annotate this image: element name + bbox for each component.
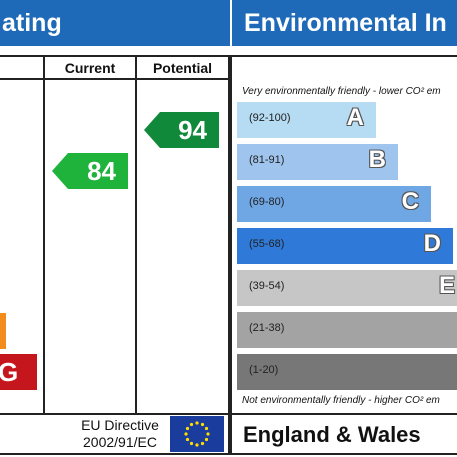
env-band-range: (21-38) <box>249 322 285 334</box>
left-band-f <box>0 313 6 349</box>
left-top-border <box>0 55 230 57</box>
env-band-1: (81-91) B <box>237 144 398 180</box>
env-band-letter: C <box>401 188 419 215</box>
right-left-border <box>230 55 232 455</box>
eu-directive-line1: EU Directive <box>81 417 159 433</box>
env-band-0: (92-100) A <box>237 102 376 138</box>
right-top-border <box>230 55 457 57</box>
current-rating-value: 84 <box>87 156 116 186</box>
right-panel-header: Environmental In <box>232 0 457 46</box>
current-column-heading: Current <box>64 60 116 76</box>
left-col-divider-1 <box>43 55 45 415</box>
left-right-border <box>228 55 230 455</box>
env-bottom-note: Not environmentally friendly - higher CO… <box>242 395 440 406</box>
region-label: England & Wales <box>243 422 421 447</box>
env-band-3: (55-68) D <box>237 228 453 264</box>
current-rating-arrow-shape <box>52 153 128 189</box>
env-band-range: (92-100) <box>249 112 291 124</box>
right-footer-divider <box>230 413 457 415</box>
left-bottom-border <box>0 453 230 455</box>
env-band-letter: B <box>368 146 386 173</box>
env-band-range: (55-68) <box>249 238 285 250</box>
right-panel-title: Environmental In <box>244 9 447 37</box>
eu-flag-icon <box>170 416 224 452</box>
left-panel-header: ating <box>0 0 230 46</box>
env-band-range: (69-80) <box>249 196 285 208</box>
env-band-range: (81-91) <box>249 154 285 166</box>
left-footer-divider <box>0 413 230 415</box>
env-band-4: (39-54) E <box>237 270 457 306</box>
env-top-note: Very environmentally friendly - lower CO… <box>242 86 441 97</box>
env-band-range: (1-20) <box>249 364 279 376</box>
env-band-letter: D <box>423 230 441 257</box>
left-panel-title: ating <box>2 9 62 37</box>
env-band-range: (39-54) <box>249 280 285 292</box>
env-band-6: (1-20) <box>237 354 457 390</box>
env-band-letter: E <box>438 272 455 299</box>
potential-column-heading: Potential <box>152 60 213 76</box>
right-bottom-border <box>230 453 457 455</box>
potential-rating-arrow-shape <box>144 112 219 148</box>
left-band-g: G <box>0 354 37 390</box>
env-band-letter: A <box>346 104 364 131</box>
current-rating-arrow <box>52 153 128 189</box>
eu-directive-text: EU Directive 2002/91/EC <box>70 417 170 451</box>
left-colhead-divider <box>0 78 230 80</box>
potential-rating-arrow <box>144 112 219 148</box>
left-band-f-fill <box>0 313 6 349</box>
env-band-2: (69-80) C <box>237 186 431 222</box>
env-band-5: (21-38) <box>237 312 457 348</box>
potential-rating-value: 94 <box>178 115 207 145</box>
left-band-g-letter: G <box>0 357 19 387</box>
eu-directive-line2: 2002/91/EC <box>83 434 157 450</box>
left-col-divider-2 <box>135 55 137 415</box>
